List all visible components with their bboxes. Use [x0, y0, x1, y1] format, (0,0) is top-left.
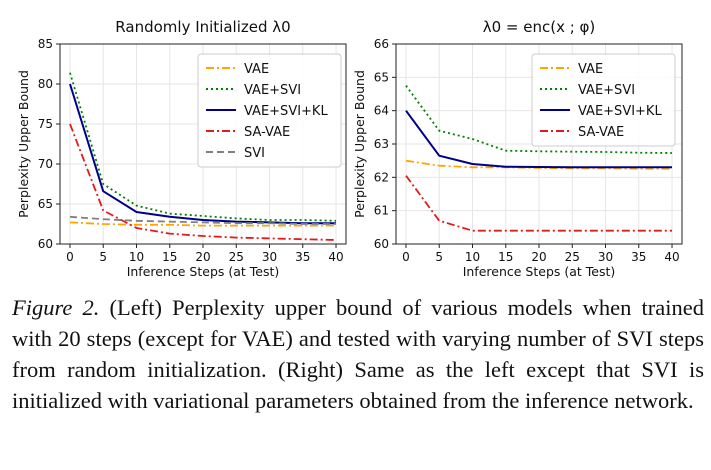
legend-entry: VAE — [578, 62, 603, 77]
y-tick-label: 80 — [38, 77, 53, 91]
x-tick-label: 5 — [435, 250, 443, 264]
x-axis-label: Inference Steps (at Test) — [127, 264, 280, 279]
x-axis-label: Inference Steps (at Test) — [463, 264, 616, 279]
figure-caption: Figure 2. (Left) Perplexity upper bound … — [12, 292, 704, 416]
y-tick-label: 66 — [374, 37, 389, 51]
x-tick-label: 10 — [465, 250, 480, 264]
legend-entry: VAE+SVI — [578, 83, 635, 98]
series-line-sa-vae — [69, 123, 337, 241]
x-tick-label: 40 — [664, 250, 679, 264]
y-axis-label: Perplexity Upper Bound — [16, 70, 31, 218]
series-line-vae-svi-kl — [405, 110, 672, 169]
caption-lead: Figure 2. — [12, 295, 100, 320]
chart-panel-2: 60 61 62 63 64 65 66 0 5 10 15 20 25 30 35 40 λ0 = enc(x… — [352, 18, 683, 279]
y-tick-label: 75 — [38, 117, 53, 131]
caption-text: (Left) Perplexity upper bound of various… — [12, 295, 704, 413]
x-tick-label: 30 — [598, 250, 613, 264]
legend-entry: VAE+SVI+KL — [578, 104, 662, 119]
x-tick-label: 25 — [565, 250, 580, 264]
y-tick-label: 65 — [374, 70, 389, 84]
y-axis-label: Perplexity Upper Bound — [352, 70, 367, 218]
x-tick-label: 25 — [229, 250, 244, 264]
x-tick-label: 0 — [402, 250, 410, 264]
figure-panels: 60 65 70 75 80 85 0 5 10 15 20 25 30 35 40 Randomly Ini… — [16, 18, 683, 279]
x-tick-label: 15 — [162, 250, 177, 264]
series-line-svi — [69, 215, 336, 225]
x-tick-label: 5 — [99, 250, 107, 264]
legend-entry: VAE — [244, 62, 269, 77]
y-tick-label: 85 — [38, 37, 53, 51]
x-tick-label: 20 — [531, 250, 546, 264]
x-tick-label: 0 — [66, 250, 74, 264]
y-tick-label: 62 — [374, 170, 389, 184]
y-tick-label: 60 — [38, 237, 53, 251]
x-tick-label: 20 — [195, 250, 210, 264]
legend-entry: VAE+SVI — [244, 83, 301, 98]
x-tick-label: 35 — [631, 250, 646, 264]
y-tick-label: 61 — [374, 204, 389, 218]
legend-entry: SA-VAE — [578, 125, 624, 140]
y-tick-label: 60 — [374, 237, 389, 251]
x-tick-label: 40 — [328, 250, 343, 264]
series-line-vae — [69, 221, 336, 227]
x-tick-label: 35 — [295, 250, 310, 264]
chart-title: Randomly Initialized λ0 — [115, 18, 290, 36]
legend-box — [197, 53, 342, 168]
y-tick-label: 65 — [38, 197, 53, 211]
x-tick-label: 15 — [498, 250, 513, 264]
y-tick-label: 64 — [374, 104, 389, 118]
legend-entry: SVI — [244, 146, 265, 161]
x-tick-label: 30 — [262, 250, 277, 264]
y-tick-label: 70 — [38, 157, 53, 171]
y-tick-label: 63 — [374, 137, 389, 151]
series-line-sa-vae — [405, 175, 672, 232]
legend-entry: VAE+SVI+KL — [244, 104, 328, 119]
legend-entry: SA-VAE — [244, 125, 290, 140]
legend-box — [531, 53, 676, 147]
chart-title: λ0 = enc(x ; φ) — [483, 18, 596, 36]
x-tick-label: 10 — [129, 250, 144, 264]
chart-panel-1: 60 65 70 75 80 85 0 5 10 15 20 25 30 35 40 Randomly Ini… — [16, 18, 347, 279]
